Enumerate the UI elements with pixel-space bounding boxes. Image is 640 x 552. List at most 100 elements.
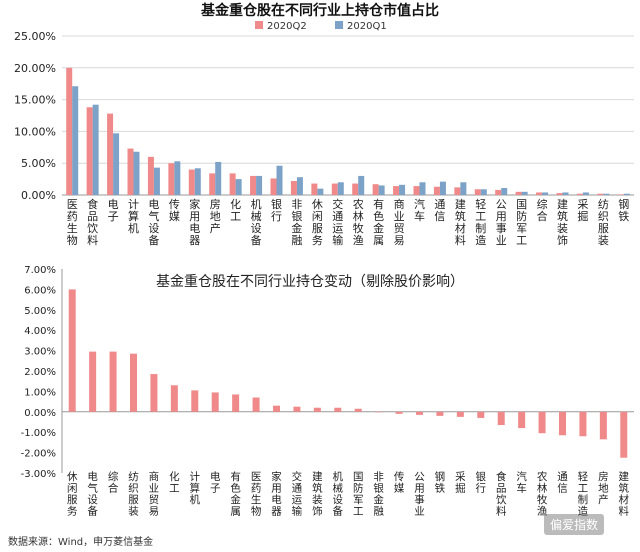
- chart1-xtick-label: 有色金属: [373, 197, 384, 247]
- chart2-ytick-label: 6.00%: [24, 285, 56, 296]
- chart2-bar: [477, 411, 485, 418]
- chart1-bar-2020Q2: [127, 148, 134, 195]
- chart1-bar-2020Q2: [311, 183, 318, 195]
- chart2-ytick-label: 5.00%: [24, 306, 56, 317]
- chart1-xtick-label: 采掘: [577, 198, 588, 223]
- chart1-xtick-label: 银行: [271, 197, 282, 223]
- chart2-bar: [395, 411, 403, 414]
- chart1-xtick-label: 钢铁: [618, 198, 629, 223]
- chart2-xtick-label: 汽车: [516, 470, 527, 495]
- chart1-xtick-label: 通信: [434, 198, 445, 223]
- chart1-bar-2020Q2: [270, 178, 277, 195]
- chart2-xtick-label: 钢铁: [435, 470, 446, 495]
- chart2-bar: [109, 351, 117, 412]
- chart2-xtick-label: 建筑装饰: [312, 470, 323, 518]
- chart1-bar-2020Q1: [582, 192, 589, 195]
- chart1-bar-2020Q2: [147, 156, 154, 195]
- chart1-bar-2020Q1: [256, 175, 263, 195]
- chart1-bar-2020Q2: [331, 183, 338, 195]
- chart2-xtick-label: 农林牧渔: [537, 470, 548, 518]
- chart1-xtick-label: 商业贸易: [394, 197, 405, 247]
- chart2-bar: [68, 289, 76, 412]
- chart1-bar-2020Q1: [501, 188, 508, 195]
- chart1-xtick-label: 电子: [108, 198, 119, 223]
- chart1-bar-2020Q1: [235, 179, 242, 195]
- chart1-group: 基金重仓股在不同行业上持仓市值占比 2020Q2 2020Q1 0.00% 5.00% 1…: [14, 2, 634, 247]
- chart2-bar: [313, 407, 321, 412]
- chart2-xtick-label: 交通运输: [292, 470, 303, 518]
- legend-swatch-2020Q2: [255, 21, 263, 29]
- chart1-xtick-label: 建筑材料: [455, 197, 466, 247]
- chart1-xtick-label: 公用事业: [496, 198, 507, 247]
- chart2-xtick-label: 纺织服装: [128, 470, 139, 518]
- chart2-xtick-label: 采掘: [455, 471, 466, 495]
- chart1-bar-2020Q1: [399, 184, 406, 195]
- chart1-bar-2020Q1: [439, 181, 446, 195]
- chart2-bar: [150, 374, 158, 412]
- chart2-ytick-label: -2.00%: [21, 449, 56, 460]
- chart1-bar-2020Q2: [352, 183, 359, 195]
- chart1-ytick-label: 0.00%: [21, 189, 56, 202]
- chart2-bar: [232, 394, 240, 412]
- chart2-ytick-label: 1.00%: [24, 387, 56, 398]
- chart2-xtick-label: 家用电器: [271, 470, 282, 518]
- chart1-bar-2020Q1: [153, 167, 160, 195]
- chart1-ytick-label: 20.00%: [14, 62, 56, 75]
- chart1-bar-2020Q2: [188, 169, 195, 195]
- chart1-bar-2020Q1: [603, 193, 610, 195]
- chart1-bar-2020Q1: [460, 182, 467, 195]
- chart1-legend: 2020Q2 2020Q1: [255, 21, 387, 32]
- chart2-bar: [559, 411, 566, 436]
- chart1-title: 基金重仓股在不同行业上持仓市值占比: [201, 2, 439, 19]
- chart1-xtick-label: 农林牧渔: [353, 197, 364, 247]
- chart2-ytick-label: 2.00%: [24, 367, 56, 378]
- chart1-bar-2020Q1: [317, 188, 324, 195]
- chart2-bar: [89, 351, 97, 412]
- chart2-ytick-label: 4.00%: [24, 326, 56, 337]
- chart1-bar-2020Q1: [133, 151, 140, 195]
- chart2-xtick-label: 休闲服务: [67, 471, 78, 518]
- chart1-bar-2020Q1: [72, 86, 79, 195]
- chart2-xtick-label: 银行: [476, 470, 487, 495]
- chart2-xtick-label: 有色金属: [230, 470, 241, 518]
- chart2-xtick-label: 轻工制造: [578, 470, 589, 518]
- chart1-bar-2020Q2: [433, 186, 440, 195]
- chart2-xtick-label: 电气设备: [87, 470, 98, 518]
- chart1-bar-2020Q1: [378, 185, 385, 195]
- watermark: 偏爱指数: [544, 514, 605, 535]
- chart2-xtick-label: 公用事业: [414, 471, 425, 518]
- chart1-xtick-label: 建筑装饰: [557, 197, 568, 247]
- chart1-bar-2020Q2: [290, 181, 297, 195]
- chart2-xtick-label: 建筑材料: [619, 470, 630, 518]
- chart2-bar: [354, 408, 362, 412]
- chart1-xtick-label: 交通运输: [332, 197, 343, 247]
- chart1-xtick-label: 非银金融: [291, 198, 302, 247]
- chart1-bar-2020Q2: [229, 173, 236, 195]
- chart1-bar-2020Q2: [209, 173, 216, 195]
- chart1-ytick-label: 5.00%: [21, 157, 56, 170]
- chart1-bar-2020Q2: [393, 186, 400, 195]
- chart1-bar-2020Q2: [515, 191, 522, 195]
- chart1-bar-2020Q2: [86, 107, 93, 195]
- chart1-bar-2020Q2: [413, 186, 420, 195]
- chart1-bar-2020Q2: [372, 184, 379, 195]
- chart1-bar-2020Q1: [92, 104, 99, 195]
- chart2-bar: [170, 385, 178, 412]
- chart1-bar-2020Q1: [521, 191, 528, 195]
- chart2-bar: [293, 406, 301, 412]
- chart2-xtick-label: 房地产: [598, 470, 609, 506]
- chart2-xtick-label: 通信: [557, 471, 568, 495]
- chart1-bar-2020Q2: [250, 175, 257, 195]
- chart2-bar: [252, 397, 260, 412]
- chart1-bar-2020Q2: [576, 193, 583, 195]
- chart1-xtick-label: 机械设备: [251, 197, 262, 247]
- chart1-bar-2020Q1: [623, 193, 630, 195]
- chart2-bar: [273, 405, 280, 412]
- chart2-bar: [375, 411, 383, 413]
- chart1-bar-2020Q2: [597, 193, 604, 195]
- chart1-xtick-label: 汽车: [414, 197, 425, 223]
- chart1-xtick-label: 食品饮料: [87, 197, 98, 247]
- chart1-bar-2020Q2: [454, 187, 461, 195]
- chart1-bar-2020Q1: [480, 189, 487, 195]
